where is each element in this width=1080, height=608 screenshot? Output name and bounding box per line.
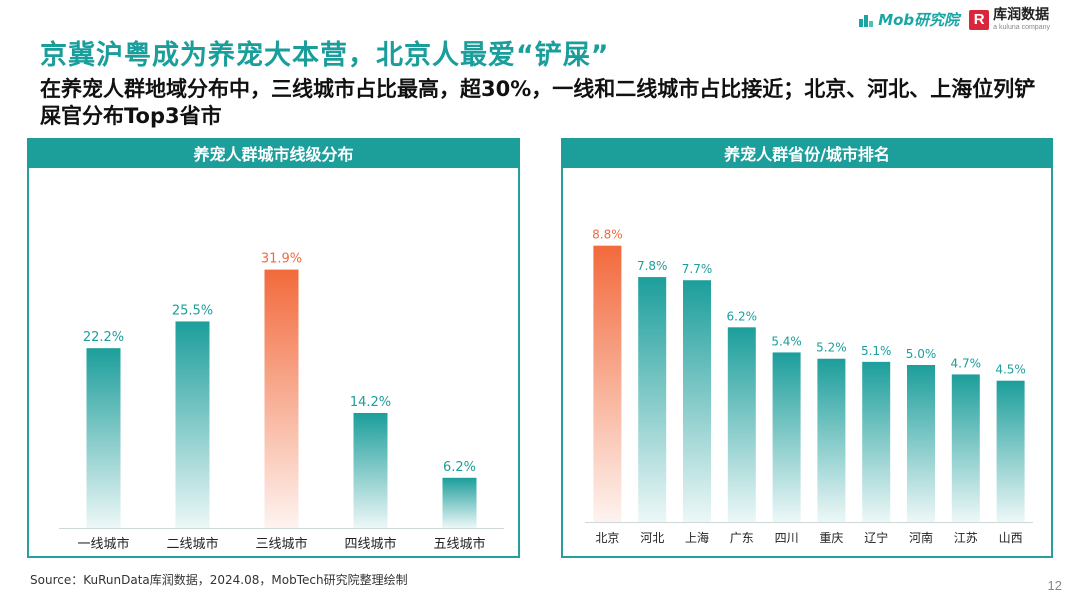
data-label-山西: 4.5% <box>995 363 1026 377</box>
bar-河北 <box>638 277 667 522</box>
bar-江苏 <box>951 374 980 522</box>
province-rank-panel: 养宠人群省份/城市排名 8.8% 北京 7.8% 河北 7.7% 上海 6.2% 广东 5.4%… <box>561 138 1053 558</box>
data-label-上海: 7.7% <box>682 262 713 276</box>
bar-五线城市 <box>442 477 477 528</box>
bar-北京 <box>593 245 622 522</box>
bar-四川 <box>772 352 801 522</box>
bar-三线城市 <box>264 269 299 528</box>
kurun-logo: R 库润数据 a kuluna company <box>969 8 1050 31</box>
mob-logo: Mob研究院 <box>858 9 959 30</box>
data-label-三线城市: 31.9% <box>261 252 302 267</box>
category-label-重庆: 重庆 <box>819 531 843 545</box>
bar-广东 <box>727 327 756 522</box>
category-label-四川: 四川 <box>775 531 799 545</box>
category-label-一线城市: 一线城市 <box>77 536 129 552</box>
data-label-江苏: 4.7% <box>951 356 982 370</box>
bar-河南 <box>907 365 935 522</box>
city-tier-chart-title: 养宠人群城市线级分布 <box>27 138 520 168</box>
data-label-重庆: 5.2% <box>816 341 847 355</box>
page-subtitle: 在养宠人群地域分布中，三线城市占比最高，超30%，一线和二线城市占比接近；北京、… <box>40 77 1036 128</box>
data-label-四川: 5.4% <box>771 334 802 348</box>
city-tier-panel: 养宠人群城市线级分布 22.2% 一线城市 25.5% 二线城市 31.9% 三线城市 14… <box>27 138 520 558</box>
category-label-四线城市: 四线城市 <box>344 536 396 552</box>
category-label-辽宁: 辽宁 <box>864 530 888 545</box>
category-label-河北: 河北 <box>640 531 664 545</box>
kurun-logo-text: 库润数据 <box>993 7 1050 23</box>
category-label-广东: 广东 <box>730 531 754 545</box>
category-label-北京: 北京 <box>595 531 619 545</box>
page-number: 12 <box>1047 578 1062 593</box>
data-label-广东: 6.2% <box>727 309 758 323</box>
bar-辽宁 <box>862 361 891 522</box>
data-label-河南: 5.0% <box>906 347 937 361</box>
data-label-北京: 8.8% <box>592 228 623 242</box>
data-label-五线城市: 6.2% <box>443 460 476 475</box>
city-tier-bar-chart: 22.2% 一线城市 25.5% 二线城市 31.9% 三线城市 14.2% 四线城市 6.2%… <box>59 252 504 552</box>
data-label-二线城市: 25.5% <box>172 303 213 318</box>
category-label-上海: 上海 <box>685 530 709 545</box>
page-title: 京冀沪粤成为养宠大本营，北京人最爱“铲屎” <box>40 40 610 71</box>
province-rank-bar-chart: 8.8% 北京 7.8% 河北 7.7% 上海 6.2% 广东 5.4% 四川 5.2% 重庆 5.1%… <box>585 228 1033 545</box>
kurun-logo-subtext: a kuluna company <box>993 24 1050 31</box>
category-label-三线城市: 三线城市 <box>255 536 307 552</box>
data-label-四线城市: 14.2% <box>350 395 391 410</box>
mob-logo-text: Mob研究院 <box>878 11 960 29</box>
bar-上海 <box>683 280 711 522</box>
bar-四线城市 <box>353 412 388 528</box>
bar-重庆 <box>817 358 846 522</box>
category-label-河南: 河南 <box>909 530 933 545</box>
bar-一线城市 <box>86 348 121 528</box>
kurun-logo-icon: R <box>969 9 990 30</box>
category-label-五线城市: 五线城市 <box>433 536 485 552</box>
data-label-辽宁: 5.1% <box>861 344 892 358</box>
source-note: Source：KuRunData库润数据，2024.08，MobTech研究院整… <box>30 573 408 587</box>
brand-logos: Mob研究院 R 库润数据 a kuluna company <box>858 8 1050 31</box>
province-rank-chart-title: 养宠人群省份/城市排名 <box>561 138 1053 168</box>
category-label-二线城市: 二线城市 <box>166 536 218 552</box>
data-label-河北: 7.8% <box>637 259 668 273</box>
mob-logo-icon <box>858 12 874 28</box>
bar-二线城市 <box>175 321 210 528</box>
category-label-山西: 山西 <box>999 531 1023 545</box>
data-label-一线城市: 22.2% <box>83 330 124 345</box>
bar-山西 <box>996 380 1025 522</box>
category-label-江苏: 江苏 <box>954 531 978 545</box>
